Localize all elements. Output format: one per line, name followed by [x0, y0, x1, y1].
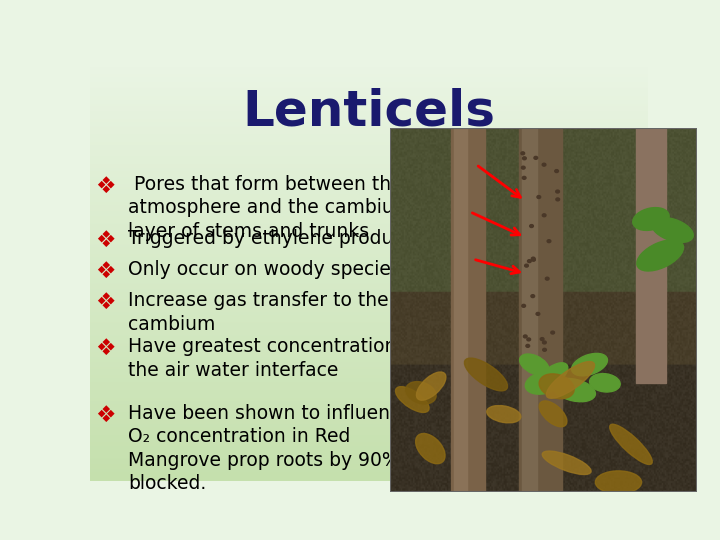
Ellipse shape — [531, 295, 535, 298]
Ellipse shape — [546, 362, 595, 399]
Ellipse shape — [539, 374, 574, 399]
Ellipse shape — [415, 434, 445, 464]
Ellipse shape — [547, 240, 551, 242]
Text: Lenticels: Lenticels — [243, 87, 495, 136]
Ellipse shape — [526, 345, 530, 347]
Text: ❖: ❖ — [95, 292, 116, 314]
Ellipse shape — [543, 341, 546, 344]
Ellipse shape — [542, 451, 591, 475]
Ellipse shape — [487, 406, 521, 423]
Ellipse shape — [572, 353, 608, 376]
Ellipse shape — [590, 374, 620, 392]
Ellipse shape — [540, 338, 544, 341]
Ellipse shape — [543, 348, 546, 351]
Ellipse shape — [553, 379, 595, 402]
Ellipse shape — [528, 260, 531, 262]
Ellipse shape — [542, 163, 546, 166]
Ellipse shape — [538, 363, 568, 388]
Ellipse shape — [542, 370, 546, 373]
Ellipse shape — [531, 358, 535, 361]
Ellipse shape — [416, 372, 446, 400]
Text: Increase gas transfer to the
cambium: Increase gas transfer to the cambium — [128, 292, 389, 334]
Ellipse shape — [531, 258, 536, 261]
Ellipse shape — [536, 313, 540, 315]
Bar — [519, 128, 562, 492]
Ellipse shape — [652, 218, 693, 242]
Ellipse shape — [539, 401, 567, 427]
Ellipse shape — [556, 190, 559, 193]
Text: Only occur on woody species: Only occur on woody species — [128, 260, 401, 279]
Ellipse shape — [551, 331, 554, 334]
Ellipse shape — [531, 257, 535, 260]
Ellipse shape — [595, 471, 642, 494]
Bar — [522, 128, 537, 492]
Ellipse shape — [521, 166, 525, 169]
Ellipse shape — [522, 305, 526, 307]
Ellipse shape — [521, 152, 525, 155]
Text: Have been shown to influence
O₂ concentration in Red
Mangrove prop roots by 90% : Have been shown to influence O₂ concentr… — [128, 404, 417, 493]
Ellipse shape — [395, 387, 429, 413]
Ellipse shape — [636, 240, 683, 271]
Ellipse shape — [556, 198, 559, 201]
Bar — [454, 128, 467, 492]
Text: Pores that form between the
atmosphere and the cambium
layer of stems and trunks: Pores that form between the atmosphere a… — [128, 175, 412, 241]
Ellipse shape — [520, 354, 549, 375]
Text: ❖: ❖ — [95, 260, 116, 283]
Ellipse shape — [523, 157, 526, 160]
Ellipse shape — [523, 335, 527, 338]
Ellipse shape — [610, 424, 652, 464]
Ellipse shape — [406, 382, 436, 404]
Text: Triggered by ethylene production: Triggered by ethylene production — [128, 229, 439, 248]
Ellipse shape — [522, 177, 526, 179]
Ellipse shape — [534, 157, 538, 159]
Text: ❖: ❖ — [95, 175, 116, 198]
Ellipse shape — [530, 225, 534, 227]
Text: ❖: ❖ — [95, 337, 116, 360]
Bar — [451, 128, 485, 492]
Ellipse shape — [633, 207, 669, 231]
Text: ❖: ❖ — [95, 229, 116, 252]
Ellipse shape — [537, 195, 541, 199]
Bar — [636, 128, 666, 383]
Ellipse shape — [545, 277, 549, 280]
Ellipse shape — [526, 372, 562, 394]
Ellipse shape — [555, 170, 559, 173]
Text: Have greatest concentration near
the air water interface: Have greatest concentration near the air… — [128, 337, 445, 380]
Ellipse shape — [542, 214, 546, 217]
Ellipse shape — [464, 358, 508, 391]
Ellipse shape — [525, 264, 528, 267]
Text: ❖: ❖ — [95, 404, 116, 427]
Ellipse shape — [527, 338, 531, 341]
